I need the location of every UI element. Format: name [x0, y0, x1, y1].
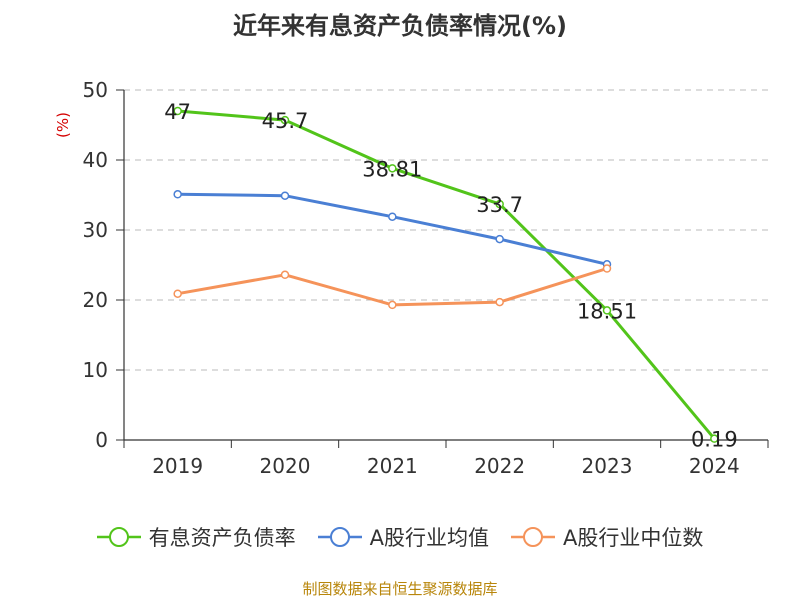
x-tick-label: 2021 [367, 454, 418, 478]
data-label: 47 [164, 100, 191, 124]
y-tick-label: 30 [83, 218, 108, 242]
data-point [710, 434, 719, 443]
y-tick-label: 10 [83, 358, 108, 382]
data-point [388, 164, 397, 173]
data-point [280, 191, 290, 200]
data-point [602, 264, 612, 273]
chart-title: 近年来有息资产负债率情况(%) [233, 12, 567, 40]
series-line-1 [177, 109, 716, 440]
series-line-3 [177, 267, 608, 307]
data-label: 0.19 [691, 428, 738, 452]
legend-swatch-icon [511, 527, 555, 547]
data-point [280, 270, 290, 280]
legend-item[interactable]: A股行业中位数 [511, 522, 703, 552]
x-tick-label: 2023 [582, 454, 633, 478]
data-point [280, 115, 290, 125]
data-point [495, 297, 504, 307]
x-tick-label: 2020 [260, 454, 311, 478]
x-tick-label: 2019 [152, 454, 203, 478]
legend-swatch-icon [96, 527, 141, 547]
legend-item[interactable]: 有息资产负债率 [96, 522, 296, 552]
data-point [173, 106, 182, 116]
data-point [495, 234, 504, 244]
data-point [495, 199, 504, 209]
x-tick-label: 2022 [474, 454, 525, 478]
y-tick-label: 20 [83, 288, 108, 312]
legend-item[interactable]: A股行业均值 [317, 522, 489, 552]
legend-label: 有息资产负债率 [148, 526, 296, 550]
data-label: 38.81 [362, 157, 422, 181]
legend-label: A股行业中位数 [563, 526, 704, 550]
legend-label: A股行业均值 [369, 526, 489, 550]
data-point [173, 289, 182, 298]
series-line-2 [177, 192, 608, 266]
source-note: 制图数据来自恒生聚源数据库 [302, 580, 498, 598]
legend: 有息资产负债率 A股行业均值 A股行业中位数 [0, 520, 800, 554]
legend-swatch-icon [317, 527, 362, 547]
y-tick-label: 50 [83, 78, 108, 102]
x-tick-label: 2024 [689, 454, 740, 478]
data-point [388, 212, 397, 221]
data-label: 18.51 [577, 299, 637, 323]
data-label: 45.7 [262, 109, 309, 133]
y-tick-label: 40 [83, 148, 108, 172]
data-label: 33.7 [476, 193, 523, 217]
data-point [602, 306, 612, 315]
data-point [388, 300, 397, 310]
y-tick-label: 0 [95, 428, 108, 452]
data-point [173, 190, 182, 199]
y-axis-label: (%) [54, 112, 72, 138]
